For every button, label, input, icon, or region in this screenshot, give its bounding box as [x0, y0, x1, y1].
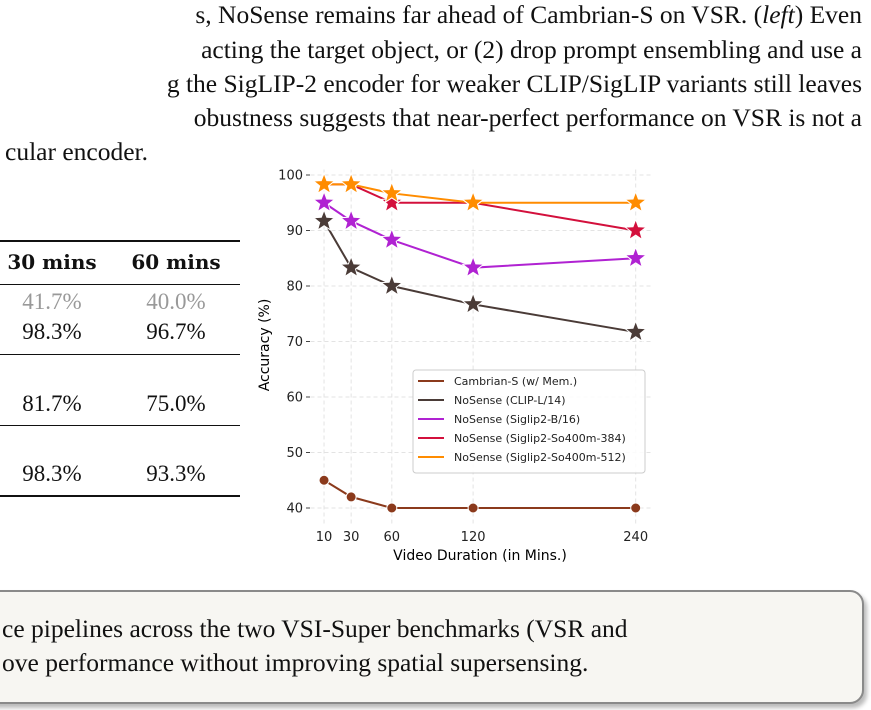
y-tick-label: 40	[286, 502, 303, 517]
column-header-30-mins: 30 mins	[7, 250, 97, 274]
table-rule	[0, 354, 240, 355]
data-point-star	[312, 208, 336, 232]
x-tick-label: 120	[461, 530, 486, 545]
data-point-circle	[630, 502, 642, 514]
paragraph-line: s, NoSense remains far ahead of Cambrian…	[195, 0, 862, 30]
x-tick-label: 10	[316, 530, 333, 545]
data-point-star	[623, 218, 648, 241]
paragraph-line: acting the target object, or (2) drop pr…	[201, 35, 862, 64]
table-cell: 75.0%	[146, 391, 206, 416]
legend-entry: NoSense (Siglip2-B/16)	[454, 413, 580, 426]
data-point-star	[379, 180, 404, 204]
legend-entry: Cambrian-S (w/ Mem.)	[454, 375, 577, 388]
box-line: ove performance without improving spatia…	[2, 648, 589, 677]
table-cell: 93.3%	[146, 461, 206, 486]
data-point-star	[339, 255, 363, 278]
y-tick-label: 60	[286, 391, 303, 406]
paragraph-text: ) Even	[794, 0, 862, 29]
data-point-star	[379, 190, 404, 213]
data-point-star	[623, 190, 648, 213]
table-cell: 96.7%	[146, 319, 206, 344]
series-line	[324, 183, 636, 232]
data-point-star	[461, 291, 485, 315]
x-tick-label: 240	[623, 530, 648, 545]
table-bottom-rule	[0, 495, 240, 497]
table-rule	[0, 284, 240, 285]
data-point-circle	[467, 502, 479, 514]
table-cell: 40.0%	[146, 289, 206, 314]
data-point-circle	[345, 491, 357, 503]
takeaway-box: ce pipelines across the two VSI-Super be…	[0, 590, 864, 704]
y-tick-label: 70	[286, 335, 303, 350]
x-tick-label: 60	[384, 530, 401, 545]
y-tick-label: 50	[286, 446, 303, 461]
data-point-circle	[318, 474, 330, 486]
legend-entry: NoSense (Siglip2-So400m-384)	[454, 432, 626, 445]
data-point-star	[379, 227, 404, 250]
y-tick-label: 100	[278, 169, 303, 184]
table-top-rule	[0, 240, 240, 242]
data-point-star	[623, 245, 648, 269]
column-header-60-mins: 60 mins	[131, 250, 221, 274]
table-rule	[0, 425, 240, 426]
y-tick-label: 90	[286, 224, 303, 239]
data-point-star	[312, 171, 336, 195]
x-axis-label: Video Duration (in Mins.)	[393, 548, 567, 564]
chart-legend: Cambrian-S (w/ Mem.) NoSense (CLIP-L/14) N…	[412, 369, 646, 474]
legend-entry: NoSense (Siglip2-So400m-512)	[454, 451, 626, 464]
paragraph-line: obustness suggests that near-perfect per…	[193, 103, 862, 132]
data-point-circle	[386, 502, 398, 514]
data-point-star	[339, 171, 363, 195]
data-point-star	[461, 190, 485, 213]
italic-word: left	[762, 0, 795, 29]
legend-frame	[412, 369, 646, 474]
legend-entry: NoSense (CLIP-L/14)	[454, 394, 566, 407]
data-point-star	[379, 273, 404, 297]
series-line	[323, 479, 636, 509]
series-line	[323, 201, 636, 269]
accuracy-vs-duration-chart: 10 30 60 120 240 40 50 60 70 80 90 100 Video Durati…	[257, 169, 652, 564]
x-tick-label: 30	[343, 530, 360, 545]
paragraph-line: cular encoder.	[5, 137, 149, 166]
table-cell: 98.3%	[22, 319, 82, 344]
box-line: ce pipelines across the two VSI-Super be…	[2, 614, 628, 643]
paragraph-line: g the SigLIP-2 encoder for weaker CLIP/S…	[166, 69, 862, 98]
y-tick-label: 80	[286, 280, 303, 295]
data-point-star	[312, 190, 336, 213]
table-cell: 41.7%	[22, 289, 82, 314]
y-axis-label: Accuracy (%)	[257, 299, 273, 392]
paragraph-text: s, NoSense remains far ahead of Cambrian…	[195, 0, 763, 29]
table-cell: 81.7%	[22, 391, 82, 416]
table-cell: 98.3%	[22, 461, 82, 486]
data-point-star	[623, 319, 648, 343]
data-point-star	[339, 208, 363, 232]
data-point-star	[461, 255, 485, 278]
